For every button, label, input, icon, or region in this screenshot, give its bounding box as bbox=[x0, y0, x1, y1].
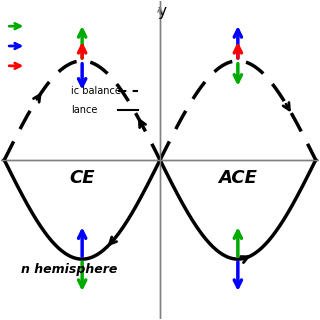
Text: lance: lance bbox=[71, 105, 97, 116]
Text: CE: CE bbox=[69, 169, 95, 187]
Text: y: y bbox=[158, 4, 167, 19]
Text: ACE: ACE bbox=[219, 169, 257, 187]
Text: ic balance: ic balance bbox=[71, 86, 121, 96]
Text: n hemisphere: n hemisphere bbox=[21, 262, 117, 276]
